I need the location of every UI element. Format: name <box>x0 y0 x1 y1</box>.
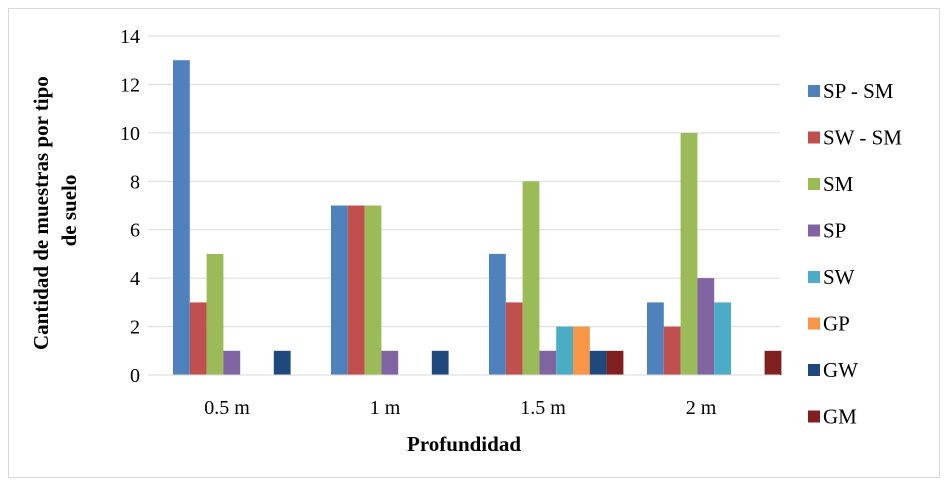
legend-label: SP - SM <box>823 79 894 103</box>
legend-swatch <box>808 317 820 330</box>
bar-sm-4 <box>680 132 698 375</box>
x-tick-label: 1.5 m <box>520 397 566 419</box>
y-tick-label: 10 <box>120 123 140 145</box>
axes: 0 2 4 6 8 10 12 14 0.5 m 1 m 1.5 m 2 m <box>120 26 780 419</box>
bar-sm-2 <box>364 205 382 375</box>
legend-label: GW <box>823 358 858 382</box>
y-tick-label: 6 <box>130 220 140 242</box>
bar-gw-3 <box>589 350 607 375</box>
bar-sm-1 <box>206 253 224 375</box>
bar-sp-sm-2 <box>331 205 348 375</box>
bar-gw-1 <box>273 350 291 375</box>
bar-sw-sm-1 <box>189 302 207 375</box>
bar-gm-4 <box>764 350 782 375</box>
legend-swatch <box>808 85 820 97</box>
x-tick-label: 2 m <box>686 397 717 419</box>
bar-sp-1 <box>223 350 241 375</box>
y-tick-label: 0 <box>130 365 140 387</box>
bar-sp-3 <box>539 350 557 375</box>
bar-sw-3 <box>556 326 573 375</box>
bar-sw-sm-2 <box>347 205 365 375</box>
bar-sp-4 <box>697 278 715 375</box>
legend-swatch <box>808 178 820 190</box>
legend-label: SP <box>823 219 846 243</box>
legend-label: SW <box>823 265 855 289</box>
bar-sm-3 <box>522 181 540 375</box>
legend-swatch <box>808 410 820 423</box>
gridlines <box>148 35 780 328</box>
legend-swatch <box>808 271 820 283</box>
y-axis-title-line-1: Cantidad de muestras por tipo <box>29 76 53 350</box>
bar-gp-3 <box>573 326 590 375</box>
bars <box>173 60 782 375</box>
y-tick-label: 2 <box>130 317 140 339</box>
bar-sw-sm-3 <box>505 302 523 375</box>
bar-sw-sm-4 <box>663 326 681 375</box>
legend-label: GM <box>823 405 857 429</box>
y-tick-label: 4 <box>130 268 140 290</box>
x-tick-label: 0.5 m <box>204 397 250 419</box>
legend-swatch <box>808 224 820 237</box>
legend-label: GP <box>823 312 850 336</box>
bar-sp-sm-3 <box>489 253 506 375</box>
legend-label: SM <box>823 172 854 196</box>
legend-swatch <box>808 364 820 376</box>
legend-swatch <box>808 131 820 144</box>
y-axis-title: Cantidad de muestras por tipo de suelo <box>29 71 81 350</box>
legend-label: SW - SM <box>823 126 902 150</box>
bar-sp-sm-1 <box>173 60 190 375</box>
y-tick-label: 8 <box>130 171 140 193</box>
y-tick-label: 12 <box>120 74 140 96</box>
chart-frame <box>8 8 940 478</box>
bar-sw-4 <box>714 302 731 375</box>
x-axis-title: Profundidad <box>407 432 521 456</box>
bar-gw-2 <box>431 350 449 375</box>
y-tick-label: 14 <box>120 26 140 48</box>
bar-sp-2 <box>381 350 399 375</box>
bar-sp-sm-4 <box>647 302 664 375</box>
x-tick-label: 1 m <box>370 397 401 419</box>
bar-gm-3 <box>606 350 624 375</box>
y-axis-title-line-2: de suelo <box>57 175 81 247</box>
legend: SP - SM SW - SM SM SP SW GP GW GM <box>808 79 902 429</box>
